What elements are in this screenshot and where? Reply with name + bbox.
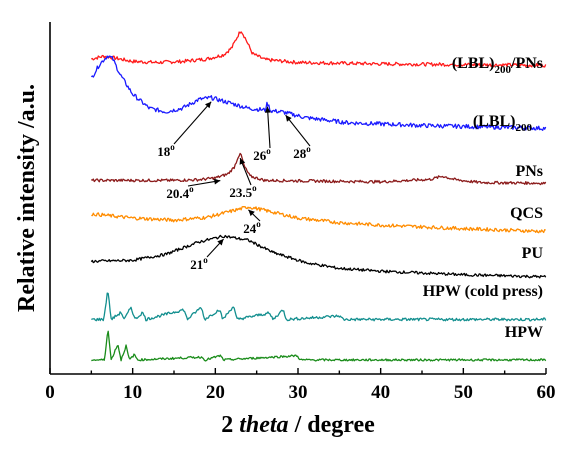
series-line — [90, 234, 547, 279]
series-line — [90, 55, 547, 131]
series-label: HPW — [505, 324, 543, 341]
series-curves — [90, 31, 547, 362]
annotation-arrowhead — [239, 158, 246, 165]
series-labels: (LBL)200/PNs (LBL)200 PNs QCS PU HPW (cold pr… — [423, 55, 544, 341]
x-tick-label: 0 — [45, 382, 55, 403]
annotation-arrow — [285, 114, 311, 147]
peak-annotation: 21o — [190, 255, 208, 272]
annotation-arrow — [266, 106, 271, 149]
series-label: (LBL)200 — [473, 113, 533, 134]
series-line — [91, 292, 547, 322]
series-line — [91, 205, 546, 234]
peak-annotation: 26o — [253, 146, 271, 163]
x-tick-label: 30 — [289, 382, 308, 403]
series-label: (LBL)200/PNs — [452, 55, 543, 76]
series-label: PNs — [515, 163, 543, 180]
series-label: QCS — [510, 205, 543, 222]
plot-area — [49, 22, 546, 375]
annotation-arrowhead — [248, 209, 255, 217]
peak-annotation: 18o — [157, 142, 175, 159]
x-axis-title: 2 theta / degree — [221, 412, 375, 438]
x-ticks: 0 10 20 30 40 50 60 — [45, 368, 556, 403]
x-tick-label: 20 — [206, 382, 225, 403]
annotation-arrowhead — [264, 106, 271, 113]
peak-annotation: 23.5o — [229, 183, 257, 200]
annotation-arrow — [173, 101, 212, 145]
peak-annotation: 20.4o — [166, 184, 194, 201]
annotation-arrowhead — [205, 101, 212, 109]
peak-annotation: 24o — [243, 219, 261, 236]
annotation-arrowhead — [285, 115, 292, 122]
peak-annotations: 18o 26o 28o 20.4o 23.5o 24o 21o — [157, 101, 311, 272]
x-tick-label: 60 — [537, 382, 556, 403]
x-tick-label: 50 — [454, 382, 473, 403]
y-axis-title: Relative intensity /a.u. — [14, 84, 40, 312]
series-line — [90, 152, 547, 186]
series-line — [91, 330, 547, 362]
series-label: PU — [522, 245, 544, 262]
series-line — [91, 31, 547, 68]
x-tick-label: 10 — [123, 382, 142, 403]
x-tick-label: 40 — [371, 382, 390, 403]
annotation-arrowhead — [217, 239, 224, 246]
peak-annotation: 28o — [293, 144, 311, 161]
series-label: HPW (cold press) — [423, 283, 543, 300]
annotation-arrowhead — [213, 178, 221, 185]
